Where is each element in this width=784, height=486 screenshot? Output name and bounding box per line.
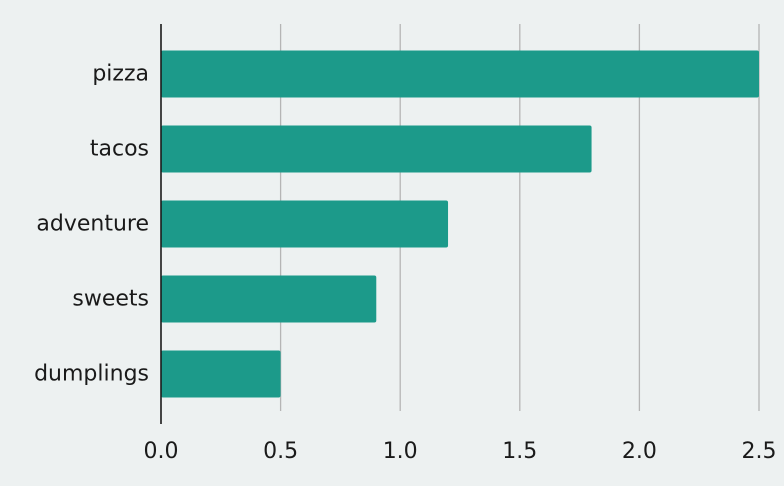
x-tick-label: 1.0 bbox=[383, 439, 418, 464]
x-tick-label: 0.0 bbox=[144, 439, 179, 464]
bar-tacos bbox=[161, 125, 592, 173]
bar-sweets bbox=[161, 275, 377, 323]
category-label-sweets: sweets bbox=[72, 287, 149, 312]
bar-dumplings bbox=[161, 350, 281, 398]
bar-adventure bbox=[161, 200, 449, 248]
bars bbox=[161, 50, 759, 398]
bar-pizza bbox=[161, 50, 759, 98]
x-tick-label: 0.5 bbox=[263, 439, 298, 464]
category-label-tacos: tacos bbox=[90, 137, 149, 162]
category-label-adventure: adventure bbox=[36, 212, 149, 237]
category-label-dumplings: dumplings bbox=[34, 362, 149, 387]
x-tick-label: 2.5 bbox=[742, 439, 777, 464]
x-tick-label: 1.5 bbox=[502, 439, 537, 464]
x-tick-label: 2.0 bbox=[622, 439, 657, 464]
category-label-pizza: pizza bbox=[92, 62, 149, 87]
x-tick-labels: 0.0 0.5 1.0 1.5 2.0 2.5 bbox=[144, 439, 777, 464]
category-labels: pizza tacos adventure sweets dumplings bbox=[34, 62, 149, 387]
